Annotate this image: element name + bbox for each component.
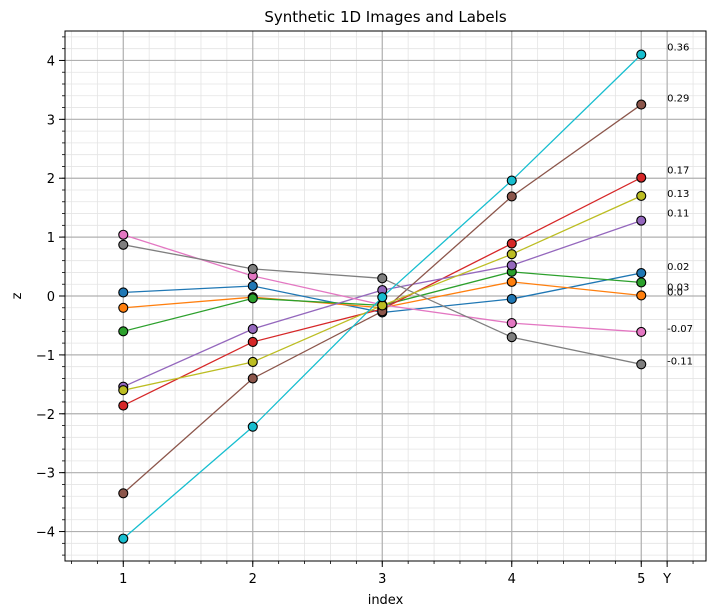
data-point xyxy=(506,318,517,329)
data-point xyxy=(377,292,388,303)
tick-labels: 1 2 3 4 5 Y −4 −3 −2 −1 0 1 2 3 4 xyxy=(36,54,671,587)
y-tick-label: 2 xyxy=(47,172,55,187)
data-point xyxy=(247,323,258,335)
data-point xyxy=(636,172,647,183)
data-point xyxy=(118,239,129,250)
data-point xyxy=(636,326,647,337)
data-point xyxy=(377,300,388,311)
data-point xyxy=(636,290,647,301)
y-tick-label: 1 xyxy=(47,231,55,246)
data-point xyxy=(636,49,647,60)
data-labels: 0.02 0.00.03 0.17 0.11 0.29 -0.07 -0.11 0.13 0.3… xyxy=(667,43,693,368)
data-point xyxy=(636,190,647,201)
x-tick-label: 3 xyxy=(378,572,386,587)
value-label: 0.29 xyxy=(667,94,689,105)
data-point xyxy=(247,356,258,368)
data-point xyxy=(247,293,258,304)
value-label: -0.07 xyxy=(667,324,693,335)
data-point xyxy=(118,302,129,313)
data-point xyxy=(118,229,129,240)
data-point xyxy=(118,385,129,396)
y-tick-label: 0 xyxy=(47,290,55,305)
axis-ticks xyxy=(59,36,694,567)
data-point xyxy=(636,267,647,279)
x-tick-label: 1 xyxy=(119,572,127,587)
y-tick-label: −4 xyxy=(36,526,55,541)
y-tick-label: −2 xyxy=(36,408,55,423)
data-point xyxy=(506,238,517,249)
data-point xyxy=(636,215,647,226)
data-point xyxy=(506,175,517,186)
data-point xyxy=(247,336,258,347)
data-point xyxy=(506,260,517,271)
y-tick-label: −3 xyxy=(36,467,55,482)
data-point xyxy=(118,400,129,411)
x-tick-label: 2 xyxy=(249,572,257,587)
value-label: 0.11 xyxy=(667,209,689,220)
y-tick-label: 4 xyxy=(47,54,55,69)
data-point xyxy=(247,373,258,384)
data-point xyxy=(247,421,258,432)
y-axis-label: z xyxy=(10,292,25,299)
data-point xyxy=(118,488,129,499)
y-tick-label: 3 xyxy=(47,113,55,128)
data-point xyxy=(636,359,647,370)
data-point xyxy=(506,293,517,304)
y-tick-label: −1 xyxy=(36,349,55,364)
data-point xyxy=(506,332,517,343)
data-point xyxy=(506,249,517,260)
x-axis-label: index xyxy=(368,593,404,608)
value-label: 0.36 xyxy=(667,43,689,54)
data-point xyxy=(636,277,647,288)
value-label: -0.11 xyxy=(667,356,693,367)
chart-title: Synthetic 1D Images and Labels xyxy=(264,8,506,26)
data-point xyxy=(377,273,388,284)
value-label: 0.02 xyxy=(667,262,689,273)
value-label: 0.13 xyxy=(667,189,689,200)
data-point xyxy=(118,533,129,544)
data-point xyxy=(247,280,258,292)
value-label: 0.17 xyxy=(667,166,689,177)
x-tick-label: Y xyxy=(662,572,671,587)
data-point xyxy=(247,263,258,274)
data-point xyxy=(118,326,129,337)
x-tick-label: 5 xyxy=(637,572,645,587)
value-label: 0.03 xyxy=(667,282,689,293)
x-tick-label: 4 xyxy=(508,572,516,587)
data-point xyxy=(118,287,129,298)
series-points xyxy=(118,49,647,544)
data-point xyxy=(506,276,517,287)
value-label: 0.0 xyxy=(667,287,683,298)
data-point xyxy=(506,191,517,202)
data-point xyxy=(636,99,647,110)
